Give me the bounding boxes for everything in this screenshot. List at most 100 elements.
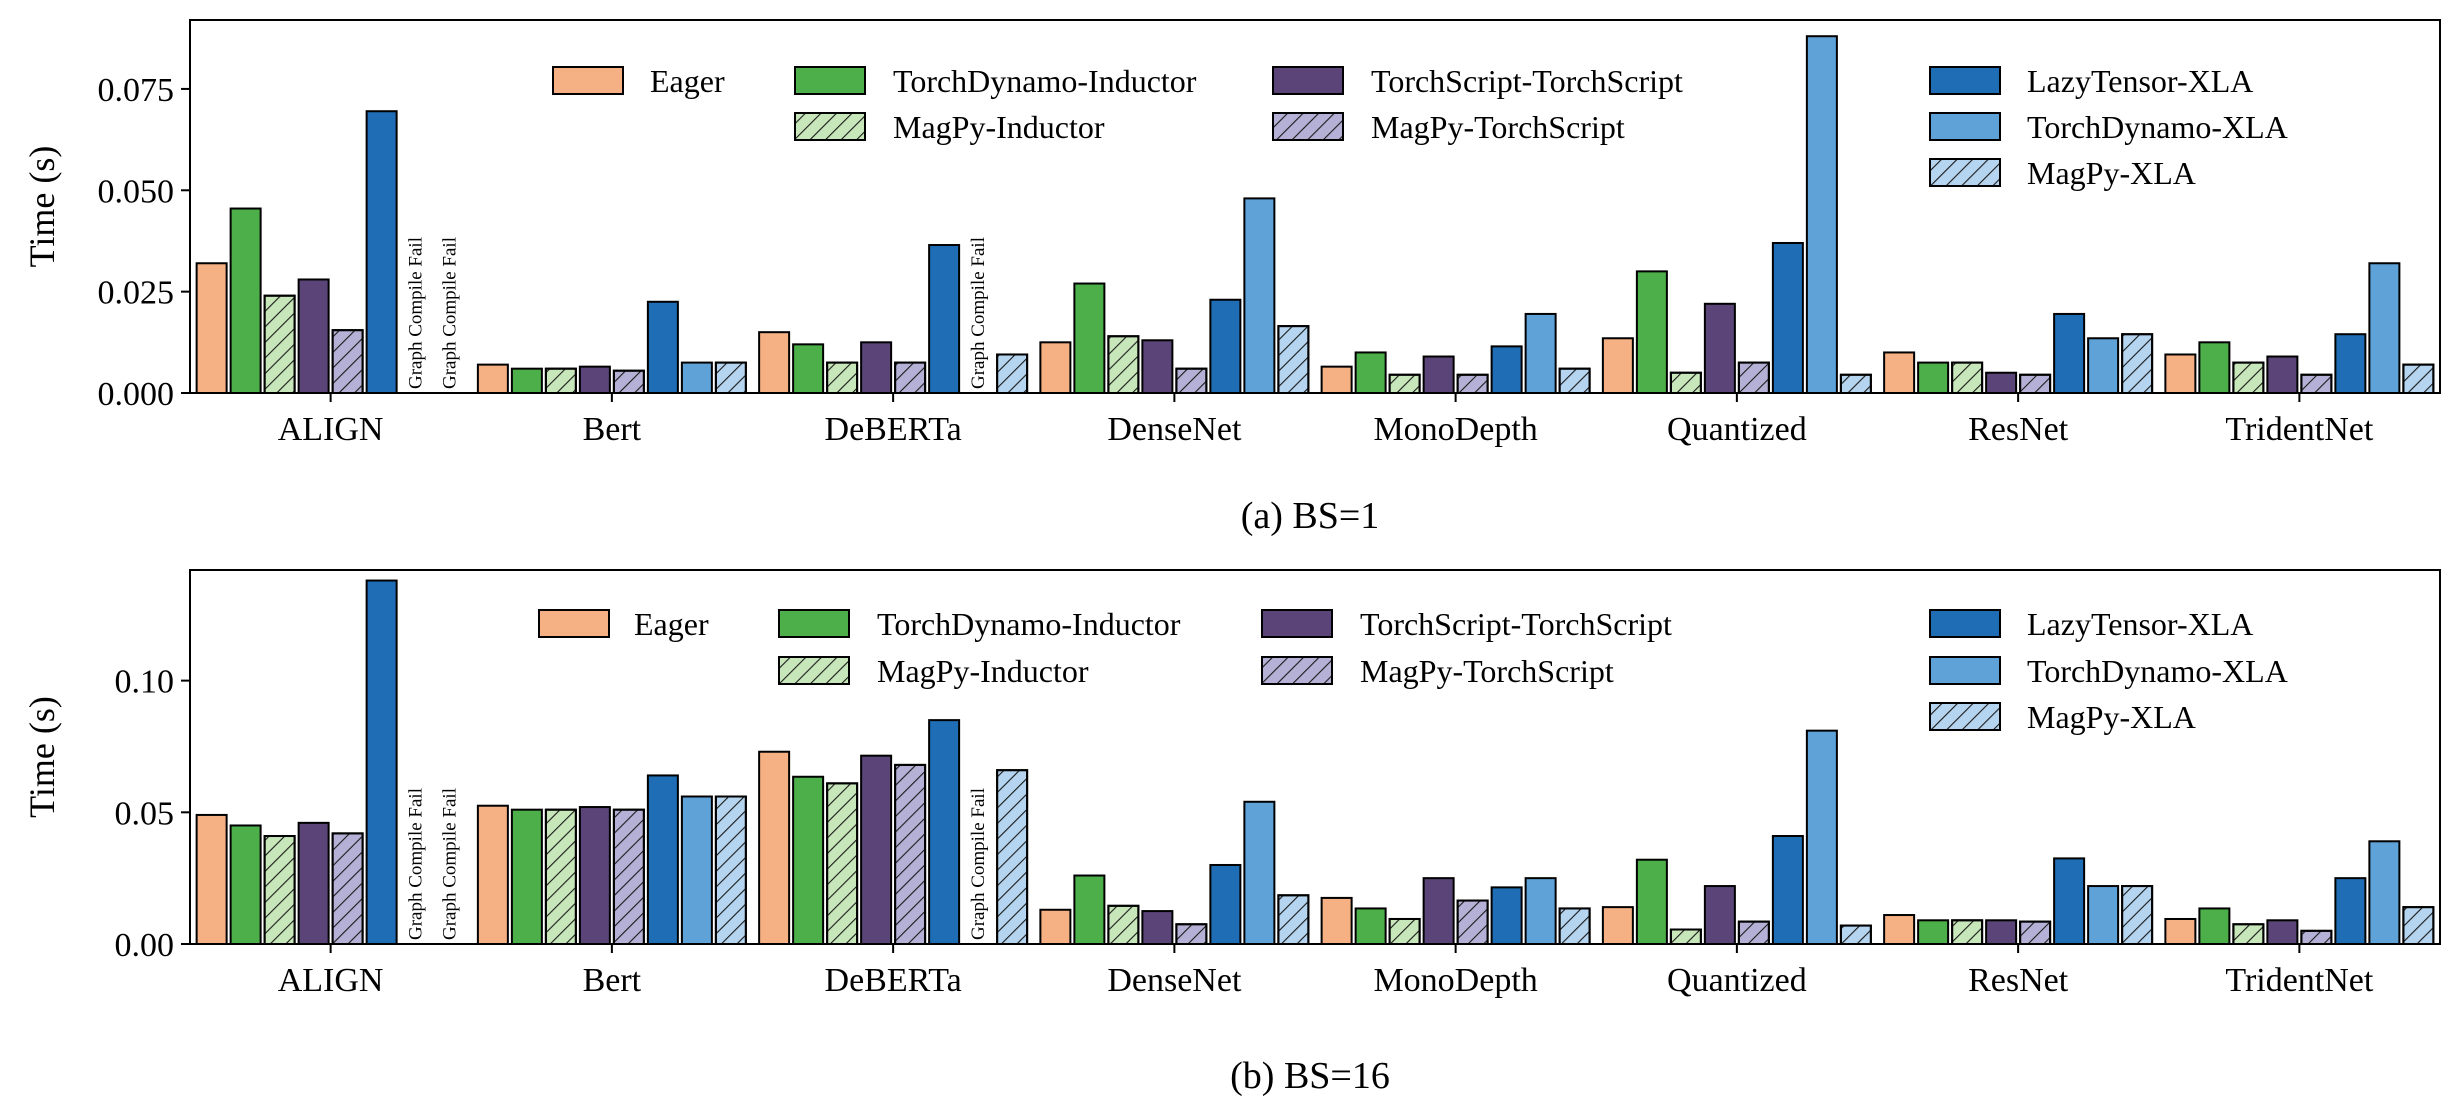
bar-resnet-eager — [1883, 351, 1916, 394]
bar-tridentnet-magpy-inductor-hatch — [2232, 923, 2265, 945]
bar-deberta-torchdynamo-inductor — [792, 775, 825, 946]
bar-deberta-eager — [758, 750, 791, 946]
legend-magpy-xla-label: MagPy-XLA — [2027, 155, 2196, 191]
bar-align-torchdynamo-inductor — [229, 824, 262, 946]
bar-deberta-torchscript-torchscript — [860, 754, 893, 945]
bar-resnet-magpy-torchscript-hatch — [2019, 920, 2052, 945]
legend-lazytensor-xla-label: LazyTensor-XLA — [2027, 63, 2253, 99]
legend-lazytensor-xla-swatch — [1929, 609, 2001, 638]
bar-bert-torchscript-torchscript — [578, 365, 611, 394]
bar-monodepth-magpy-torchscript-hatch — [1456, 899, 1489, 945]
bar-bert-torchdynamo-inductor — [510, 367, 543, 395]
panel-caption: (b) BS=16 — [1230, 1055, 1390, 1097]
bar-resnet-magpy-torchscript-hatch — [2019, 373, 2052, 394]
bar-quantized-magpy-torchscript-hatch — [1737, 920, 1770, 945]
legend-magpy-torchscript-swatch-hatch — [1272, 112, 1344, 141]
bar-deberta-magpy-xla-hatch — [996, 353, 1029, 395]
bar-align-eager — [195, 813, 228, 945]
bar-align-magpy-torchscript-hatch — [331, 329, 364, 395]
annotation-graph-compile-fail: Graph Compile Fail — [968, 237, 989, 389]
legend-torchdynamo-xla-swatch — [1929, 112, 2001, 141]
legend-torchdynamo-inductor-label: TorchDynamo-Inductor — [893, 63, 1197, 99]
y-tick-label: 0.000 — [98, 376, 175, 413]
bar-monodepth-magpy-xla-hatch — [1558, 367, 1591, 395]
bar-densenet-torchscript-torchscript — [1141, 339, 1174, 395]
bar-resnet-torchdynamo-inductor — [1917, 919, 1950, 946]
x-tick-label-align: ALIGN — [278, 962, 384, 999]
legend-torchscript-torchscript-swatch — [1272, 66, 1344, 95]
bar-resnet-torchdynamo-xla — [2087, 885, 2120, 945]
bar-resnet-magpy-inductor-hatch — [1951, 919, 1984, 946]
bar-quantized-torchdynamo-xla — [1805, 35, 1838, 395]
legend-lazytensor-xla-label: LazyTensor-XLA — [2027, 606, 2253, 642]
bar-deberta-magpy-inductor-hatch — [826, 361, 859, 394]
bar-quantized-torchscript-torchscript — [1703, 885, 1736, 945]
bar-quantized-torchdynamo-xla — [1805, 729, 1838, 946]
x-tick-label-tridentnet: TridentNet — [2225, 411, 2374, 448]
bar-monodepth-torchdynamo-inductor — [1354, 351, 1387, 394]
bar-quantized-magpy-inductor-hatch — [1669, 928, 1702, 946]
x-tick-label-resnet: ResNet — [1968, 962, 2069, 999]
bar-tridentnet-torchscript-torchscript — [2266, 919, 2299, 946]
bar-bert-torchdynamo-inductor — [510, 808, 543, 946]
bar-monodepth-magpy-torchscript-hatch — [1456, 373, 1489, 394]
bar-tridentnet-magpy-xla-hatch — [2402, 906, 2435, 946]
bar-align-eager — [195, 262, 228, 394]
bar-quantized-torchdynamo-inductor — [1635, 270, 1668, 394]
y-tick-label: 0.00 — [115, 927, 175, 964]
bar-bert-torchdynamo-xla — [680, 795, 713, 945]
bar-bert-magpy-inductor-hatch — [544, 367, 577, 395]
bar-align-torchscript-torchscript — [297, 821, 330, 946]
bar-tridentnet-eager — [2164, 353, 2197, 395]
bar-tridentnet-eager — [2164, 917, 2197, 946]
bar-monodepth-torchdynamo-inductor — [1354, 907, 1387, 946]
bar-resnet-lazytensor-xla — [2053, 312, 2086, 394]
legend-eager-label: Eager — [650, 63, 725, 99]
x-tick-label-densenet: DenseNet — [1107, 962, 1242, 999]
x-tick-label-tridentnet: TridentNet — [2225, 962, 2374, 999]
legend-magpy-torchscript-swatch-hatch — [1261, 656, 1333, 685]
bar-tridentnet-torchdynamo-xla — [2368, 262, 2401, 394]
bar-densenet-eager — [1039, 908, 1072, 945]
bar-monodepth-lazytensor-xla — [1490, 886, 1523, 945]
legend-torchdynamo-xla-swatch — [1929, 656, 2001, 685]
legend-magpy-xla-label: MagPy-XLA — [2027, 699, 2196, 735]
legend-magpy-inductor-swatch-hatch — [778, 656, 850, 685]
bar-tridentnet-lazytensor-xla — [2334, 333, 2367, 394]
bar-quantized-magpy-inductor-hatch — [1669, 371, 1702, 395]
bar-tridentnet-torchdynamo-inductor — [2198, 341, 2231, 394]
legend-magpy-inductor-label: MagPy-Inductor — [893, 109, 1105, 145]
annotation-graph-compile-fail: Graph Compile Fail — [968, 788, 989, 940]
bar-resnet-lazytensor-xla — [2053, 857, 2086, 946]
bar-monodepth-magpy-xla-hatch — [1558, 907, 1591, 946]
y-tick-label: 0.050 — [98, 173, 175, 210]
bar-bert-magpy-xla-hatch — [714, 795, 747, 945]
legend-torchdynamo-inductor-swatch — [794, 66, 866, 95]
bar-resnet-torchscript-torchscript — [1985, 919, 2018, 946]
bar-densenet-magpy-xla-hatch — [1277, 325, 1310, 395]
bar-align-lazytensor-xla — [365, 110, 398, 394]
bar-densenet-torchdynamo-xla — [1243, 197, 1276, 394]
bar-resnet-torchdynamo-inductor — [1917, 361, 1950, 394]
legend-magpy-torchscript-label: MagPy-TorchScript — [1371, 109, 1625, 145]
bar-align-torchscript-torchscript — [297, 278, 330, 395]
bar-densenet-lazytensor-xla — [1209, 863, 1242, 945]
legend-torchscript-torchscript-label: TorchScript-TorchScript — [1360, 606, 1672, 642]
annotation-graph-compile-fail: Graph Compile Fail — [440, 788, 461, 940]
bar-align-lazytensor-xla — [365, 579, 398, 945]
legend-magpy-xla-swatch-hatch — [1929, 702, 2001, 731]
bar-densenet-torchdynamo-inductor — [1073, 874, 1106, 945]
x-tick-label-quantized: Quantized — [1667, 411, 1807, 448]
bar-monodepth-magpy-inductor-hatch — [1388, 373, 1421, 394]
bar-bert-torchdynamo-xla — [680, 361, 713, 394]
bar-deberta-lazytensor-xla — [928, 244, 961, 394]
bar-align-magpy-inductor-hatch — [263, 835, 296, 946]
bar-monodepth-torchscript-torchscript — [1422, 877, 1455, 945]
bar-monodepth-torchscript-torchscript — [1422, 355, 1455, 394]
x-tick-label-quantized: Quantized — [1667, 962, 1807, 999]
bar-bert-magpy-xla-hatch — [714, 361, 747, 394]
panel-caption: (a) BS=1 — [1241, 495, 1380, 537]
bar-densenet-torchdynamo-xla — [1243, 800, 1276, 946]
bar-densenet-torchscript-torchscript — [1141, 910, 1174, 945]
bar-quantized-eager — [1601, 337, 1634, 394]
